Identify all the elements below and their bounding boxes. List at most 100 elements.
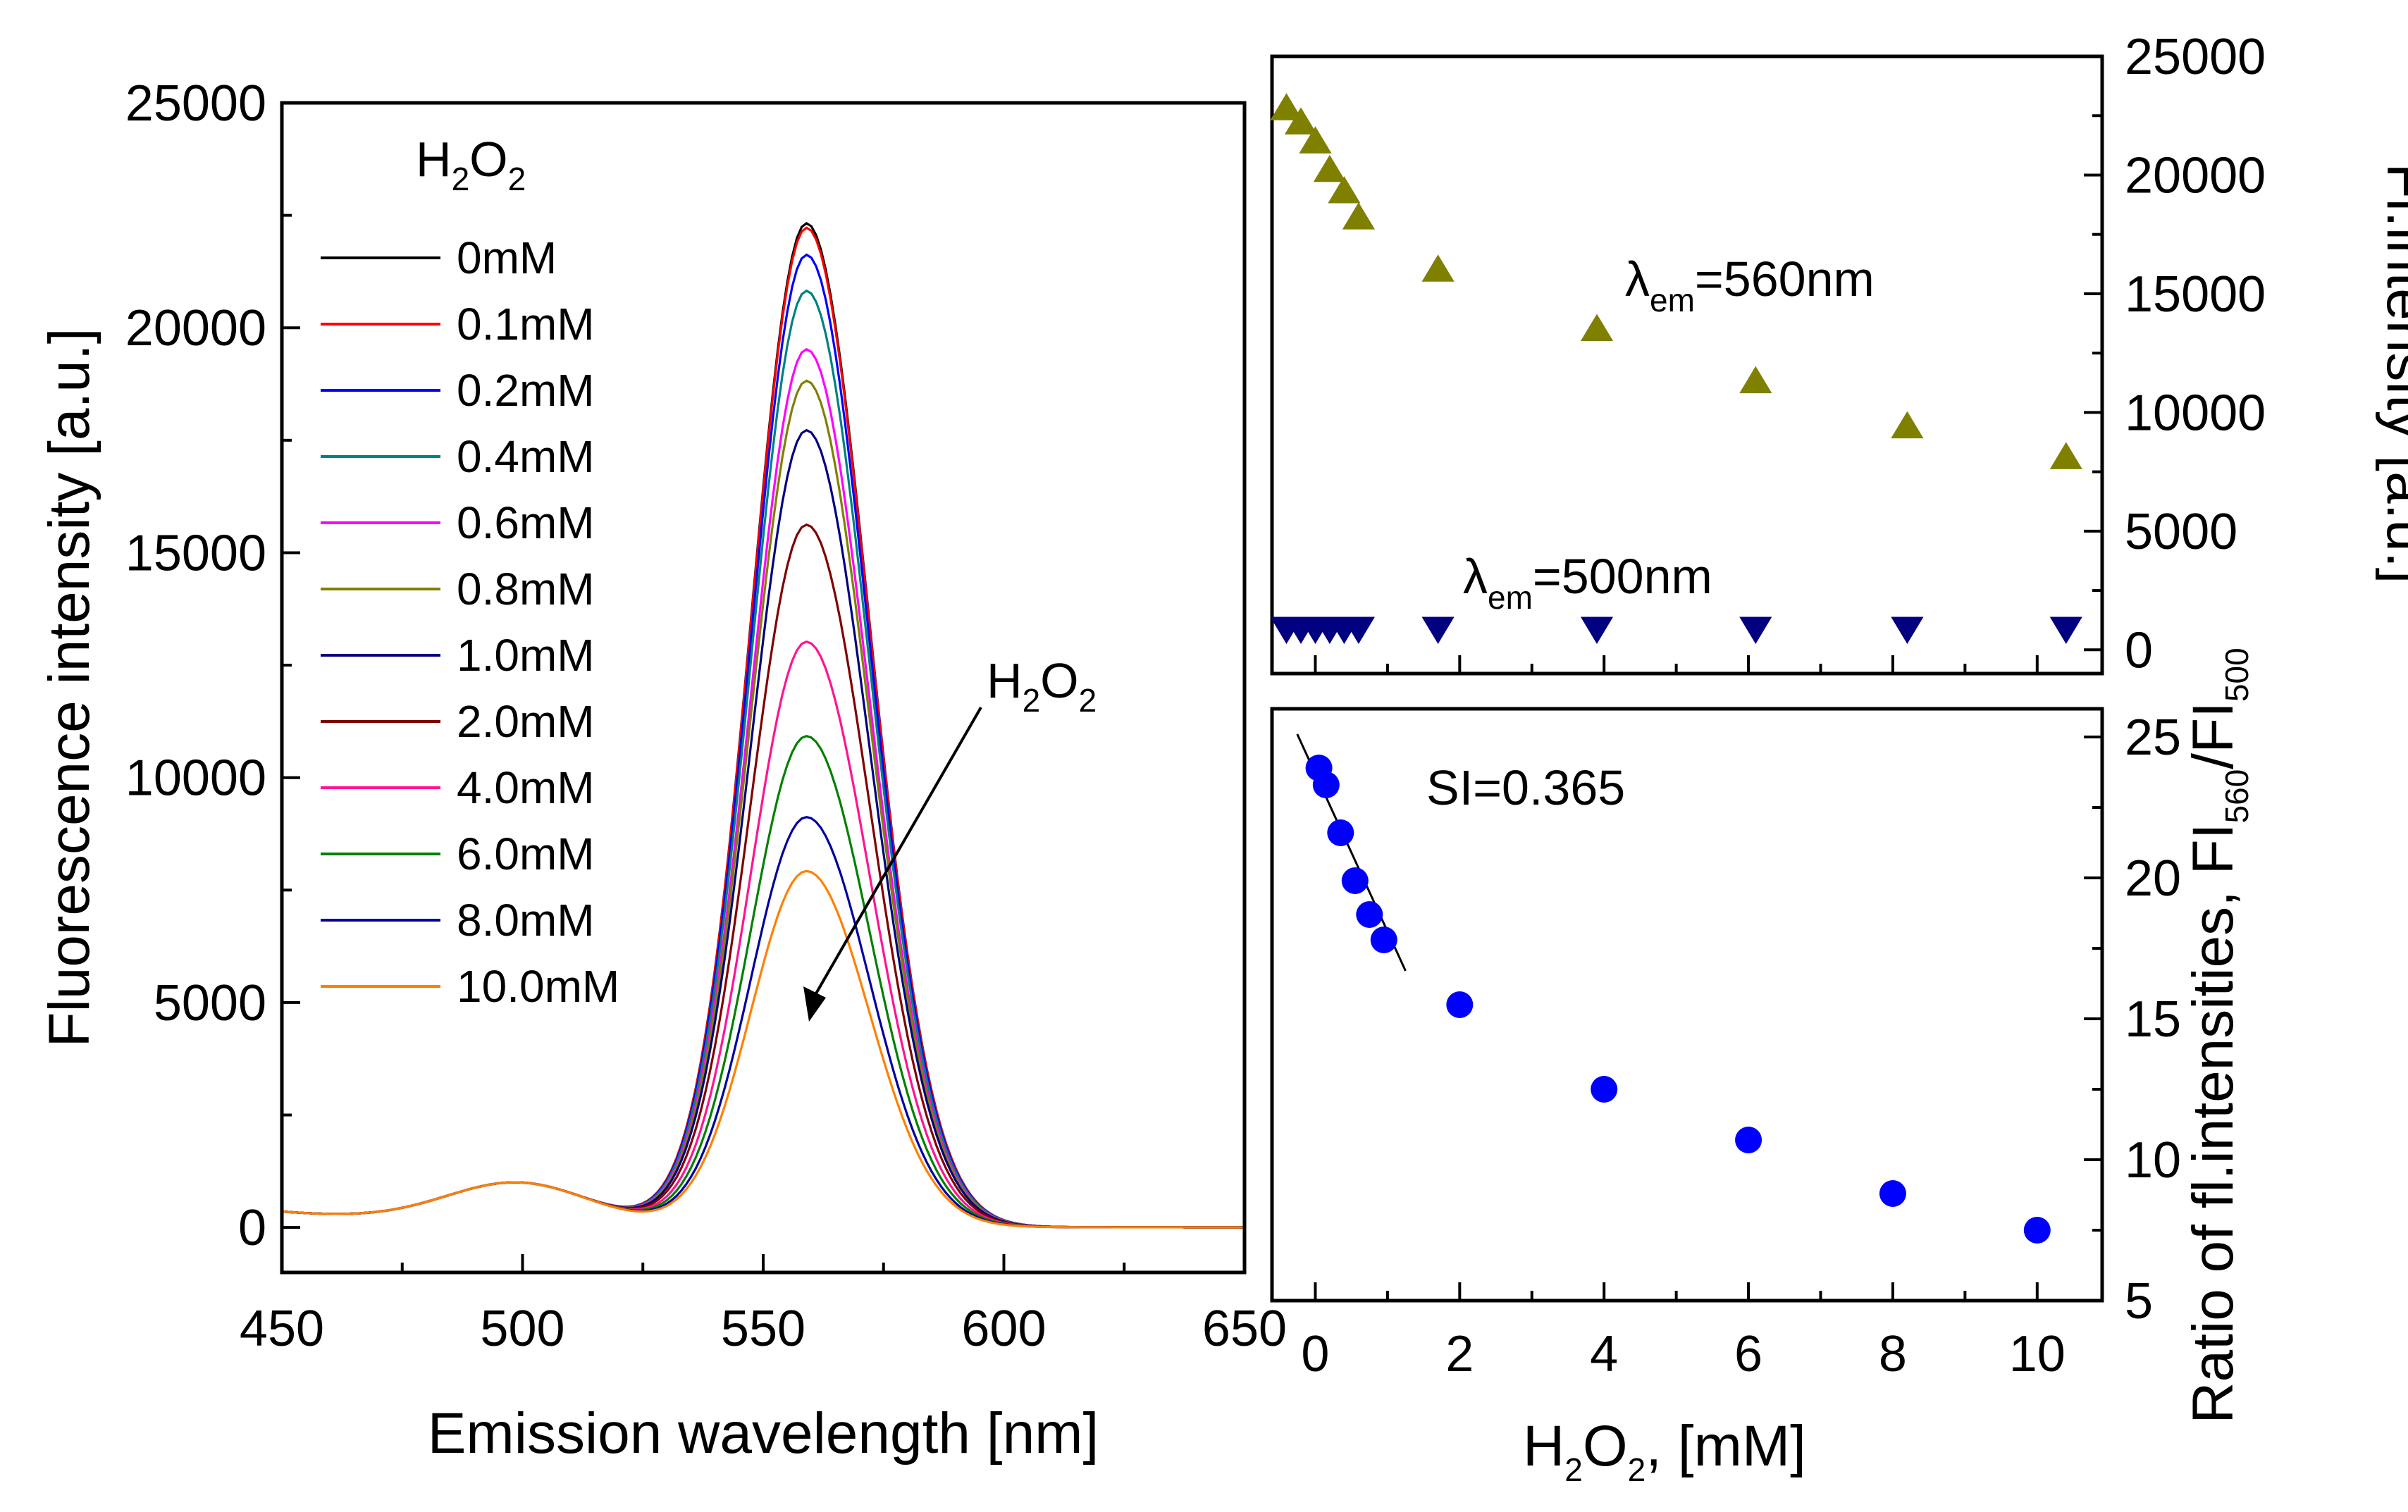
marker-em500	[1421, 616, 1455, 644]
ratio-point	[1879, 1180, 1906, 1207]
intensity-y-axis-title: Fl.intensity [a.u.]	[2375, 163, 2408, 583]
y-tick-label: 15000	[2125, 266, 2266, 323]
spectra-panel: 450 500 550 600 650 0 5000 10000 15000 20000 2500…	[37, 75, 1287, 1465]
y-tick-label: 25000	[125, 75, 266, 132]
ratio-markers	[1305, 755, 2051, 1244]
y-tick-label: 5	[2125, 1273, 2153, 1330]
marker-em500	[1580, 616, 1614, 644]
label-em500: λem=500nm	[1463, 549, 1712, 616]
legend-title: H2O2	[416, 132, 526, 197]
spectrum-line	[281, 253, 1245, 1229]
label-em560: λem=560nm	[1625, 252, 1875, 318]
marker-em560	[2049, 442, 2082, 469]
marker-em560	[1328, 176, 1361, 204]
legend-label: 0.6mM	[457, 497, 595, 548]
spectra-x-ticks: 450 500 550 600 650	[240, 1254, 1287, 1357]
marker-em560	[1342, 202, 1375, 230]
x-tick-label: 6	[1734, 1326, 1762, 1382]
spectra-x-axis-title: Emission wavelength [nm]	[428, 1401, 1099, 1465]
spectra-plot-frame	[280, 101, 1247, 1275]
y-tick-label: 0	[238, 1200, 266, 1256]
intensity-ticks	[1314, 655, 2039, 674]
spectra-y-axis-title: Fluorescence intensity [a.u.]	[37, 328, 101, 1048]
marker-em500	[1342, 616, 1375, 644]
legend-label: 1.0mM	[457, 630, 595, 681]
ratio-point	[1370, 927, 1397, 953]
spectrum-line	[281, 221, 1245, 1229]
intensity-markers	[1270, 93, 2082, 644]
marker-em560	[1270, 93, 1303, 120]
annotation-arrow-shaft	[815, 707, 982, 994]
ratio-panel: 0 2 4 6 8 10 5 10 15 20 25 SI=0.365 H2O2, [mM] Ra…	[1270, 647, 2255, 1488]
ratio-y-ticks: 5 10 15 20 25	[2084, 709, 2181, 1330]
legend-label: 0mM	[457, 233, 557, 283]
marker-em500	[1739, 616, 1772, 644]
spectrum-line	[281, 289, 1245, 1229]
y-tick-label: 5000	[2125, 504, 2237, 560]
legend-label: 8.0mM	[457, 895, 595, 946]
legend: 0mM 0.1mM 0.2mM 0.4mM 0.6mM 0.8mM 1.0mM 2.0mM 4.…	[321, 233, 619, 1012]
intensity-y-ticks: 0 5000 10000 15000 20000 25000	[2084, 29, 2266, 678]
ratio-point	[2023, 1217, 2051, 1244]
y-tick-label: 20000	[125, 300, 266, 357]
marker-em500	[1891, 616, 1924, 644]
x-tick-label: 0	[1301, 1326, 1329, 1382]
si-annotation: SI=0.365	[1426, 760, 1625, 815]
ratio-point	[1327, 819, 1354, 846]
arrow-annotation-label: H2O2	[987, 653, 1097, 719]
intensity-plot-frame	[1270, 54, 2104, 676]
x-tick-label: 600	[961, 1301, 1046, 1357]
marker-em560	[1313, 154, 1346, 182]
ratio-plot-frame	[1270, 707, 2104, 1303]
x-tick-label: 500	[480, 1301, 564, 1357]
spectrum-line	[281, 226, 1245, 1229]
x-tick-label: 8	[1879, 1326, 1907, 1382]
y-tick-label: 20	[2125, 850, 2181, 907]
x-tick-label: 650	[1202, 1301, 1287, 1357]
x-tick-label: 450	[240, 1301, 324, 1357]
y-tick-label: 10	[2125, 1132, 2181, 1189]
y-tick-label: 15000	[125, 525, 266, 581]
y-tick-label: 25000	[2125, 29, 2266, 85]
legend-label: 4.0mM	[457, 762, 595, 813]
spectrum-line	[281, 869, 1245, 1229]
x-tick-label: 4	[1590, 1326, 1618, 1382]
y-tick-label: 15	[2125, 991, 2181, 1048]
ratio-x-axis-title: H2O2, [mM]	[1523, 1414, 1806, 1488]
spectrum-line	[281, 735, 1245, 1229]
ratio-point	[1341, 867, 1369, 894]
intensity-panel: 0 5000 10000 15000 20000 25000 Fl.intensity […	[1270, 29, 2408, 678]
x-tick-label: 2	[1445, 1326, 1474, 1382]
legend-label: 6.0mM	[457, 829, 595, 879]
marker-em500	[2049, 616, 2082, 644]
legend-label: 0.4mM	[457, 431, 595, 482]
y-tick-label: 0	[2125, 622, 2153, 678]
y-tick-label: 10000	[125, 750, 266, 807]
legend-label: 0.1mM	[457, 299, 595, 349]
y-tick-label: 20000	[2125, 147, 2266, 204]
spectrum-line	[281, 816, 1245, 1229]
annotation-arrow-head	[803, 986, 826, 1022]
legend-label: 0.2mM	[457, 365, 595, 416]
spectrum-line	[281, 523, 1245, 1229]
y-tick-label: 25	[2125, 709, 2181, 766]
ratio-point	[1356, 901, 1383, 928]
marker-em560	[1299, 126, 1332, 154]
ratio-x-ticks: 0 2 4 6 8 10	[1301, 1282, 2066, 1382]
spectra-curves	[281, 221, 1245, 1229]
x-tick-label: 10	[2009, 1326, 2066, 1382]
marker-em560	[1739, 366, 1772, 394]
legend-label: 10.0mM	[457, 961, 619, 1012]
spectrum-line	[281, 640, 1245, 1229]
ratio-point	[1446, 991, 1474, 1018]
spectra-y-ticks: 0 5000 10000 15000 20000 25000	[125, 75, 300, 1256]
y-tick-label: 10000	[2125, 385, 2266, 441]
ratio-y-axis-title: Ratio of fl.intensities, FI560/FI500	[2181, 647, 2255, 1423]
ratio-point	[1735, 1127, 1762, 1153]
legend-label: 0.8mM	[457, 564, 595, 614]
spectrum-line	[281, 428, 1245, 1229]
y-tick-label: 5000	[154, 975, 266, 1031]
marker-em560	[1580, 314, 1614, 341]
marker-em560	[1421, 254, 1455, 282]
